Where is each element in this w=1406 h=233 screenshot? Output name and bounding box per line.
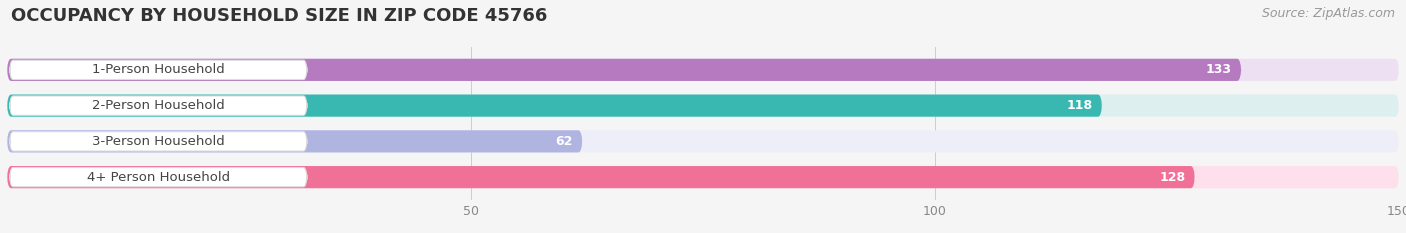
FancyBboxPatch shape (7, 166, 1195, 188)
FancyBboxPatch shape (7, 59, 1399, 81)
Text: 133: 133 (1206, 63, 1232, 76)
FancyBboxPatch shape (10, 168, 307, 187)
FancyBboxPatch shape (7, 95, 1399, 117)
Text: 4+ Person Household: 4+ Person Household (87, 171, 229, 184)
Text: 128: 128 (1160, 171, 1185, 184)
FancyBboxPatch shape (7, 95, 1102, 117)
FancyBboxPatch shape (7, 130, 582, 152)
Text: 62: 62 (555, 135, 574, 148)
Text: Source: ZipAtlas.com: Source: ZipAtlas.com (1261, 7, 1395, 20)
FancyBboxPatch shape (7, 166, 1399, 188)
Text: 118: 118 (1067, 99, 1092, 112)
FancyBboxPatch shape (7, 130, 1399, 152)
FancyBboxPatch shape (7, 59, 1241, 81)
FancyBboxPatch shape (10, 96, 307, 115)
FancyBboxPatch shape (10, 60, 307, 79)
Text: 3-Person Household: 3-Person Household (91, 135, 225, 148)
Text: OCCUPANCY BY HOUSEHOLD SIZE IN ZIP CODE 45766: OCCUPANCY BY HOUSEHOLD SIZE IN ZIP CODE … (11, 7, 547, 25)
Text: 1-Person Household: 1-Person Household (91, 63, 225, 76)
Text: 2-Person Household: 2-Person Household (91, 99, 225, 112)
FancyBboxPatch shape (10, 132, 307, 151)
